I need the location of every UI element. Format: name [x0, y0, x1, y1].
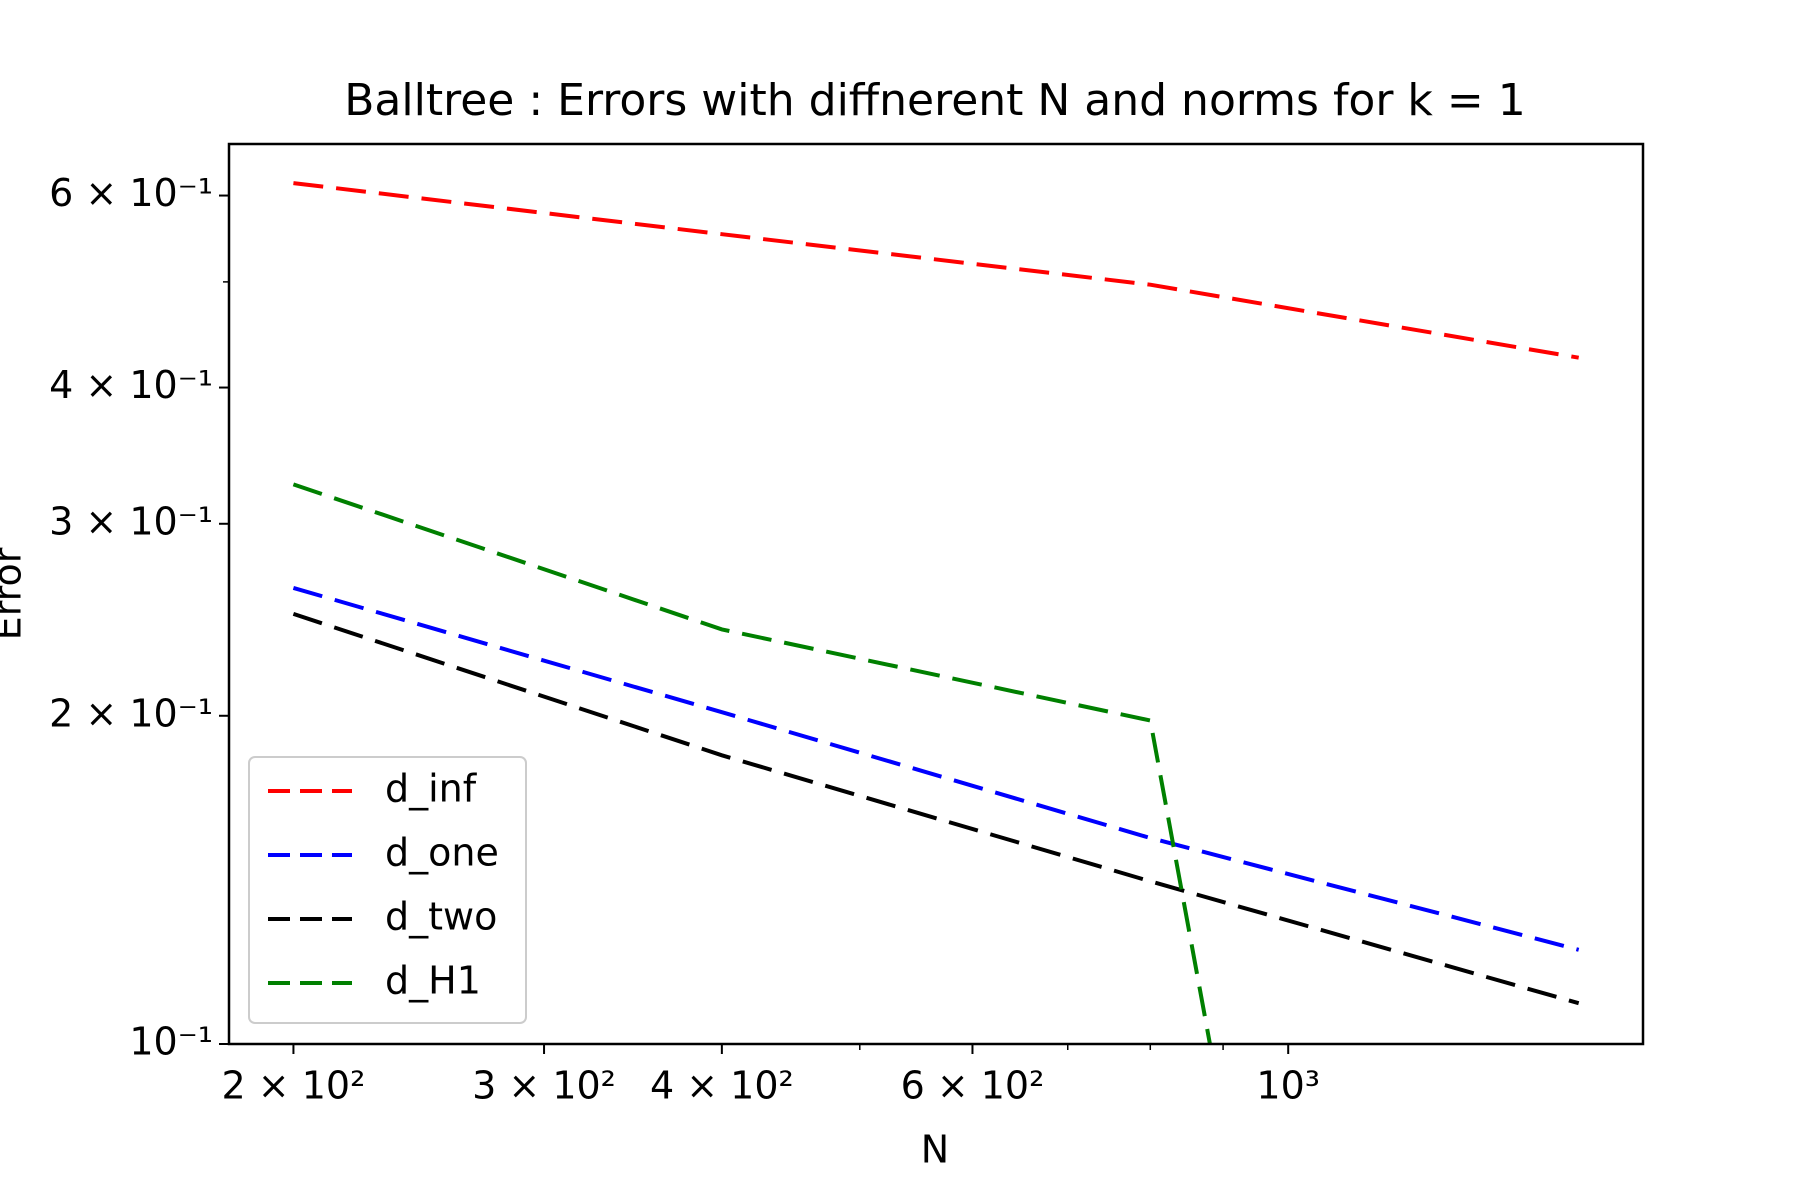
series-line	[292, 585, 1580, 952]
series-line	[293, 181, 1580, 360]
y-tick-label: 2 × 10⁻¹	[49, 691, 213, 735]
chart-title: Balltree : Errors with diffnerent N and …	[344, 75, 1526, 126]
legend-label: d_H1	[385, 959, 481, 1003]
x-tick-label: 3 × 10²	[472, 1064, 616, 1108]
x-tick-label: 2 × 10²	[222, 1064, 366, 1108]
y-tick-label: 4 × 10⁻¹	[49, 363, 213, 407]
y-tick-label: 6 × 10⁻¹	[49, 171, 213, 215]
x-tick-label: 6 × 10²	[901, 1064, 1045, 1108]
legend-box	[248, 756, 527, 1024]
series-line	[292, 482, 1212, 1044]
y-tick-label: 3 × 10⁻¹	[49, 499, 213, 543]
y-axis-label: Error	[0, 547, 30, 640]
axes-frame	[227, 142, 1645, 1046]
series-line	[292, 612, 1580, 1006]
x-axis-label: N	[921, 1128, 949, 1172]
legend-label: d_inf	[385, 767, 478, 811]
legend-label: d_one	[385, 831, 499, 875]
x-tick-label: 10³	[1256, 1064, 1320, 1108]
plot-area	[292, 181, 1580, 1044]
x-tick-label: 4 × 10²	[650, 1064, 794, 1108]
y-tick-label: 10⁻¹	[129, 1020, 213, 1064]
legend-label: d_two	[385, 895, 497, 939]
